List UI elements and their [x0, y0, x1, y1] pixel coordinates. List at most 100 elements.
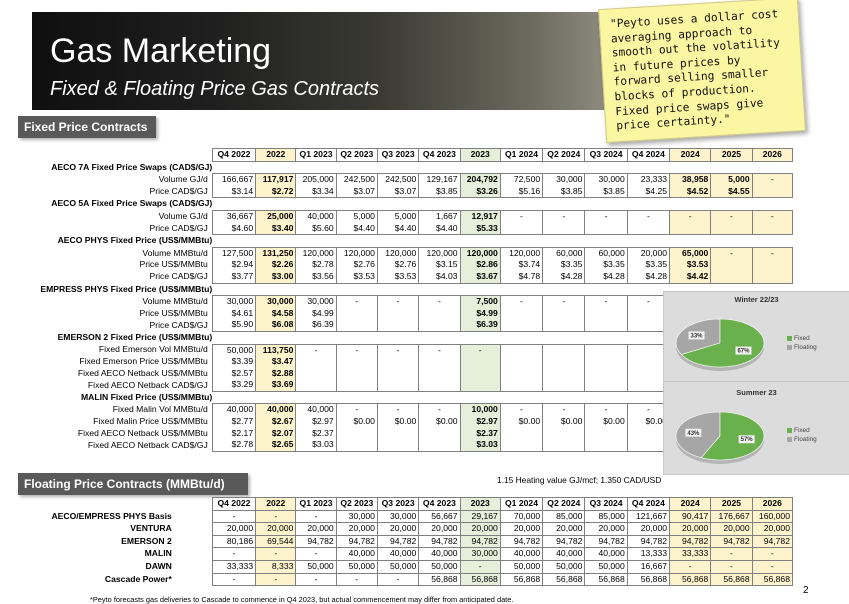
data-cell: -	[710, 209, 753, 223]
empty-cell	[377, 198, 418, 211]
data-cell	[751, 270, 794, 284]
data-cell: 56,868	[418, 572, 461, 587]
column-header: Q1 2024	[499, 148, 544, 162]
data-cell: 85,000	[542, 509, 586, 524]
data-cell: 40,000	[376, 547, 420, 561]
data-cell: 20,000	[542, 522, 586, 536]
column-header: Q4 2022	[211, 148, 257, 162]
table-row: Fixed AECO Netback CAD$/GJ $2.78 $2.65 $3.0…	[33, 439, 794, 452]
data-cell: $4.42	[669, 270, 712, 284]
empty-cell	[543, 283, 585, 296]
data-cell: $2.97	[459, 416, 501, 428]
data-cell	[335, 427, 378, 440]
column-header: 2026	[751, 148, 794, 162]
legend-swatch-floating	[787, 436, 792, 442]
data-cell: 23,333	[626, 173, 671, 186]
data-cell: $2.26	[255, 259, 297, 271]
column-header: Q3 2023	[376, 497, 420, 511]
empty-cell	[500, 161, 542, 174]
data-cell: -	[710, 559, 753, 574]
data-cell	[499, 319, 544, 332]
data-cell: 50,000	[376, 559, 420, 574]
data-cell	[376, 439, 420, 452]
data-cell	[542, 367, 586, 380]
data-cell: 20,000	[751, 522, 794, 536]
data-cell	[584, 222, 628, 236]
column-header: Q3 2024	[584, 497, 628, 511]
category-label: AECO 5A Fixed Price Swaps (CAD$/GJ)	[51, 198, 213, 209]
pie-chart-winter: Winter 22/23 33% 67% Fixed Floating	[663, 291, 849, 382]
data-cell: -	[295, 509, 337, 524]
data-cell: $5.33	[459, 222, 501, 236]
data-cell	[335, 319, 378, 332]
data-cell: $2.97	[295, 416, 337, 428]
empty-cell	[670, 235, 711, 248]
table-row: Volume MMBtu/d 127,500 131,250 120,000 120,0…	[33, 246, 794, 260]
sticky-note: "Peyto uses a dollar cost averaging appr…	[598, 0, 806, 143]
data-cell: -	[211, 547, 257, 561]
column-header: 2022	[255, 497, 297, 511]
data-cell: 40,000	[335, 547, 378, 561]
data-cell: 60,000	[542, 246, 586, 260]
data-cell	[751, 259, 794, 271]
data-cell: $3.85	[542, 185, 586, 199]
data-cell: 30,000	[211, 295, 257, 308]
data-cell	[584, 367, 628, 380]
data-cell: 160,000	[751, 509, 794, 524]
data-cell: 40,000	[211, 403, 257, 417]
empty-cell	[212, 161, 255, 174]
data-cell: $0.00	[542, 416, 586, 428]
data-cell: 94,782	[626, 534, 671, 549]
data-cell	[295, 356, 337, 368]
data-cell: $3.74	[499, 259, 544, 271]
pie-slice-fixed	[700, 411, 765, 461]
data-cell	[584, 307, 628, 320]
data-cell: -	[584, 403, 628, 417]
data-cell: 30,000	[459, 547, 501, 561]
data-cell: $2.65	[255, 439, 297, 452]
data-cell: $3.56	[295, 270, 337, 284]
pie-slice-fixed-label-bg	[735, 346, 752, 355]
data-cell	[710, 259, 753, 271]
empty-cell	[336, 235, 377, 248]
data-cell: -	[710, 547, 753, 561]
data-cell	[418, 379, 461, 392]
data-cell	[542, 427, 586, 440]
data-cell: -	[751, 547, 794, 561]
data-cell	[584, 356, 628, 368]
data-cell: 50,000	[335, 559, 378, 574]
empty-cell	[585, 391, 627, 404]
data-cell: 94,782	[751, 534, 794, 549]
category-label: AECO 7A Fixed Price Swaps (CAD$/GJ)	[51, 161, 213, 172]
legend-swatch-floating	[787, 344, 792, 350]
data-cell: 70,000	[499, 509, 544, 524]
data-cell	[418, 427, 461, 440]
empty-cell	[752, 161, 792, 174]
empty-cell	[336, 391, 377, 404]
category-row: EMPRESS PHYS Fixed Price (US$/MMBtu)	[33, 283, 793, 296]
data-cell	[335, 307, 378, 320]
data-cell: 205,000	[295, 173, 337, 186]
pie-svg-summer: 43% 57%	[675, 411, 765, 464]
data-cell	[295, 367, 337, 380]
data-cell: -	[542, 209, 586, 223]
data-cell: 120,000	[499, 246, 544, 260]
column-header: 2025	[710, 497, 753, 511]
data-cell: 20,000	[376, 522, 420, 536]
data-cell	[584, 427, 628, 440]
column-header: Q3 2024	[584, 148, 628, 162]
data-cell: -	[376, 572, 420, 587]
pie-title-summer: Summer 23	[736, 388, 777, 397]
category-row: EMERSON 2 Fixed Price (US$/MMBtu)	[33, 331, 793, 344]
empty-cell	[296, 161, 336, 174]
data-cell	[751, 222, 794, 236]
data-cell: 5,000	[335, 209, 378, 223]
category-row: AECO 7A Fixed Price Swaps (CAD$/GJ)	[33, 161, 793, 174]
data-cell: 20,000	[626, 522, 671, 536]
empty-cell	[460, 161, 500, 174]
data-cell	[335, 356, 378, 368]
data-cell	[499, 222, 544, 236]
column-header: Q4 2024	[626, 497, 671, 511]
column-header: Q2 2024	[542, 497, 586, 511]
data-cell: $3.85	[584, 185, 628, 199]
